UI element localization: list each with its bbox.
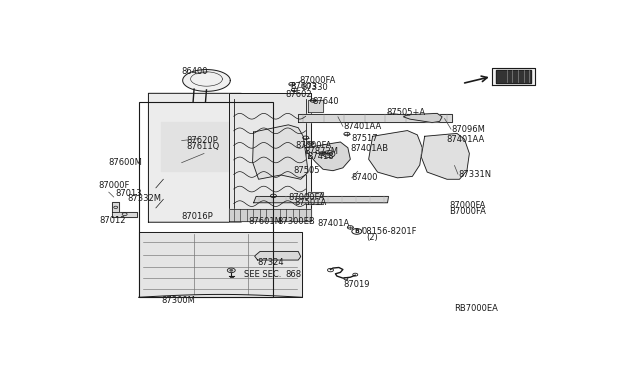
Text: 87505+A: 87505+A bbox=[387, 108, 426, 117]
Circle shape bbox=[230, 269, 233, 271]
Text: 87501A: 87501A bbox=[294, 198, 326, 207]
Polygon shape bbox=[308, 100, 323, 112]
Text: B: B bbox=[355, 229, 359, 234]
Polygon shape bbox=[253, 196, 388, 203]
Text: 87331N: 87331N bbox=[458, 170, 491, 179]
Text: 87517: 87517 bbox=[352, 134, 378, 143]
Text: 87505: 87505 bbox=[293, 166, 320, 175]
Text: 87330: 87330 bbox=[301, 83, 328, 92]
Text: 87324: 87324 bbox=[257, 259, 284, 267]
Text: 87401AA: 87401AA bbox=[343, 122, 381, 131]
Text: 87418: 87418 bbox=[307, 153, 334, 161]
Circle shape bbox=[326, 153, 332, 155]
Polygon shape bbox=[421, 134, 469, 179]
Polygon shape bbox=[492, 68, 535, 85]
Text: 87401AB: 87401AB bbox=[350, 144, 388, 153]
Text: 87602: 87602 bbox=[286, 90, 312, 99]
Text: 86400: 86400 bbox=[182, 67, 208, 76]
Text: 87620P: 87620P bbox=[187, 136, 218, 145]
Polygon shape bbox=[229, 93, 310, 221]
Text: 87401A: 87401A bbox=[317, 219, 349, 228]
Text: B7000FA: B7000FA bbox=[449, 207, 486, 216]
Text: 87000FA: 87000FA bbox=[300, 76, 335, 85]
Polygon shape bbox=[182, 70, 230, 92]
Text: 87000FA: 87000FA bbox=[449, 201, 486, 210]
Text: 87013: 87013 bbox=[116, 189, 142, 198]
Text: 87401AA: 87401AA bbox=[446, 135, 484, 144]
Text: 87000FA: 87000FA bbox=[288, 193, 324, 202]
Text: 87300M: 87300M bbox=[162, 296, 196, 305]
Text: (2): (2) bbox=[367, 232, 378, 242]
Text: 87096M: 87096M bbox=[451, 125, 485, 134]
Polygon shape bbox=[308, 146, 323, 158]
Text: 87012: 87012 bbox=[100, 216, 126, 225]
Text: 87332M: 87332M bbox=[127, 194, 161, 203]
Text: 87600M: 87600M bbox=[109, 158, 143, 167]
Polygon shape bbox=[369, 131, 422, 178]
Bar bbox=[138, 102, 273, 297]
Polygon shape bbox=[298, 114, 452, 122]
Polygon shape bbox=[308, 192, 323, 203]
Polygon shape bbox=[112, 202, 118, 212]
Text: 87019: 87019 bbox=[344, 280, 371, 289]
Polygon shape bbox=[255, 251, 301, 260]
Polygon shape bbox=[306, 142, 350, 171]
Text: 87611Q: 87611Q bbox=[187, 142, 220, 151]
Text: 87000F: 87000F bbox=[99, 181, 130, 190]
Text: 87603: 87603 bbox=[291, 82, 317, 91]
Text: 08156-8201F: 08156-8201F bbox=[362, 227, 417, 236]
Text: 87000FA: 87000FA bbox=[296, 141, 332, 150]
Text: 87872M: 87872M bbox=[304, 147, 338, 156]
Polygon shape bbox=[403, 113, 442, 122]
Text: 868: 868 bbox=[286, 270, 302, 279]
Text: 87601M: 87601M bbox=[249, 217, 282, 226]
Text: 87400: 87400 bbox=[352, 173, 378, 182]
Polygon shape bbox=[112, 212, 137, 217]
Polygon shape bbox=[495, 70, 531, 83]
Text: 87300EB: 87300EB bbox=[277, 217, 315, 226]
Polygon shape bbox=[161, 122, 231, 171]
Polygon shape bbox=[229, 209, 310, 221]
Text: 87016P: 87016P bbox=[182, 212, 213, 221]
Polygon shape bbox=[138, 232, 302, 297]
Text: SEE SEC.: SEE SEC. bbox=[244, 270, 281, 279]
Polygon shape bbox=[148, 93, 249, 222]
Polygon shape bbox=[253, 125, 308, 179]
Text: RB7000EA: RB7000EA bbox=[454, 304, 499, 313]
Text: 87640: 87640 bbox=[312, 97, 339, 106]
